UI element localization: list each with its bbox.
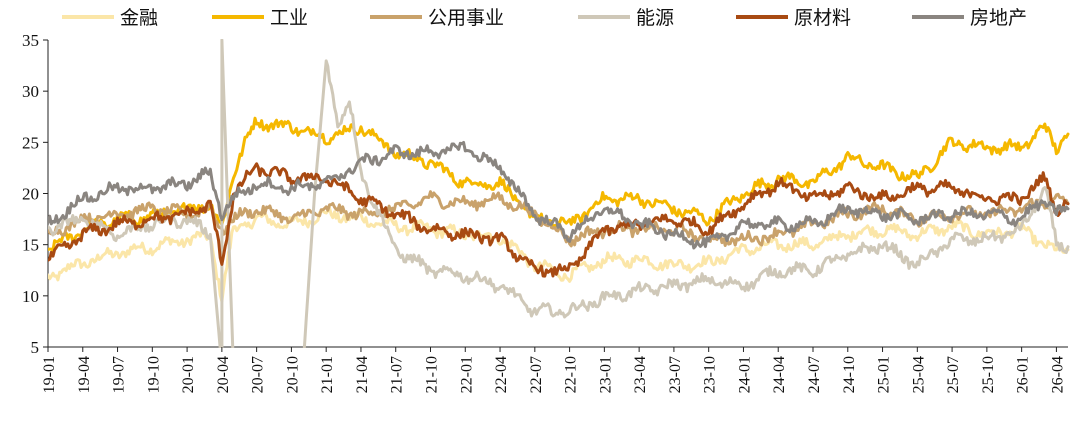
- x-axis-ticks: 19-01 19-04 19-07 19-10 20-01 20-04 20-07 20-10…: [41, 347, 1066, 393]
- legend-label: 公用事业: [428, 7, 504, 29]
- x-tick-label: 20-10: [284, 356, 301, 393]
- x-tick-label: 19-01: [41, 356, 58, 393]
- x-tick-label: 24-10: [841, 356, 858, 393]
- x-tick-label: 21-01: [319, 356, 336, 393]
- legend-label: 能源: [636, 7, 674, 29]
- x-tick-label: 23-01: [597, 356, 614, 393]
- y-tick-label: 30: [22, 82, 39, 101]
- series-line-4: [48, 39, 1070, 348]
- x-tick-label: 19-07: [111, 356, 128, 393]
- x-tick-label: 22-10: [563, 356, 580, 393]
- y-tick-label: 10: [22, 287, 39, 306]
- x-tick-label: 22-04: [493, 356, 510, 393]
- x-tick-label: 21-04: [354, 356, 371, 393]
- y-tick-label: 5: [31, 338, 40, 357]
- x-tick-label: 23-04: [632, 356, 649, 393]
- legend-label: 金融: [120, 7, 158, 29]
- x-tick-label: 22-01: [458, 356, 475, 393]
- legend-label: 工业: [270, 7, 308, 29]
- x-tick-label: 24-07: [806, 356, 823, 393]
- x-tick-label: 24-04: [771, 356, 788, 393]
- legend-label: 房地产: [970, 7, 1027, 29]
- y-tick-label: 15: [22, 236, 39, 255]
- y-axis-ticks: 5 10 15 20 25 30 35: [22, 31, 48, 357]
- series-group: [48, 39, 1070, 348]
- x-tick-label: 19-04: [76, 356, 93, 393]
- axes: [47, 40, 1068, 348]
- x-tick-label: 19-10: [145, 356, 162, 393]
- y-tick-label: 25: [22, 133, 39, 152]
- x-tick-label: 21-10: [424, 356, 441, 393]
- x-tick-label: 26-01: [1015, 356, 1032, 393]
- series-line-5: [48, 162, 1070, 278]
- x-tick-label: 23-10: [702, 356, 719, 393]
- x-tick-label: 25-01: [876, 356, 893, 393]
- x-tick-label: 25-04: [910, 356, 927, 393]
- x-tick-label: 21-07: [389, 356, 406, 393]
- x-tick-label: 25-10: [980, 356, 997, 393]
- y-tick-label: 20: [22, 185, 39, 204]
- x-tick-label: 25-07: [945, 356, 962, 393]
- legend-label: 原材料: [794, 7, 851, 29]
- y-tick-label: 35: [22, 31, 39, 50]
- series-line-6: [48, 141, 1070, 250]
- x-tick-label: 26-04: [1049, 356, 1066, 393]
- x-tick-label: 23-07: [667, 356, 684, 393]
- x-tick-label: 20-07: [250, 356, 267, 393]
- x-tick-label: 20-01: [180, 356, 197, 393]
- x-tick-label: 20-04: [215, 356, 232, 393]
- x-tick-label: 22-07: [528, 356, 545, 393]
- series-line-1: [48, 206, 1070, 303]
- x-tick-label: 24-01: [736, 356, 753, 393]
- legend: 金融 工业 公用事业 能源 原材料 房地产: [62, 7, 1027, 29]
